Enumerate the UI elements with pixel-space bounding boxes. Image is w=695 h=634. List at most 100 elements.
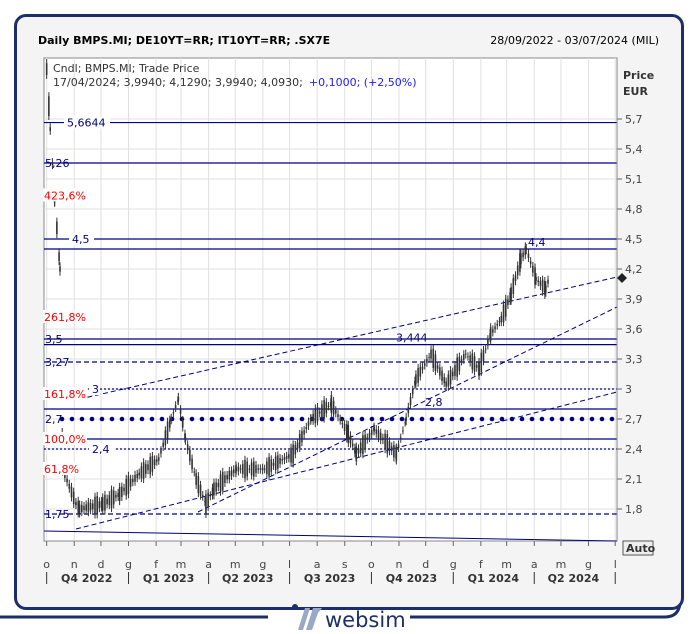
level-dot [589,416,595,422]
candle-body [373,426,375,432]
candle-body [512,278,515,295]
level-dot [399,416,405,422]
candle-body [529,261,532,264]
x-month-label: f [154,558,159,571]
level-dot [289,416,295,422]
candle-body [349,435,352,444]
candle-body [239,468,242,470]
level-label: 5,26 [45,157,70,170]
candle-body [443,377,446,384]
candle-body [83,506,85,511]
candle-body [390,446,393,452]
candle-body [261,467,264,471]
candle-body [156,459,158,462]
candle-body [235,467,237,471]
candle-body [66,478,68,483]
fib-label: 261,8% [44,311,86,324]
candle-body [532,265,534,273]
x-month-label: g [450,558,457,571]
y-tick-label: 5,7 [625,113,643,126]
candle-body [298,433,301,449]
candle-body [140,466,143,479]
label-bg [43,310,87,323]
candle-body [397,444,400,448]
level-dot [299,416,305,422]
candle-body [205,494,207,514]
candle-body [288,454,290,459]
candle-body [230,470,233,476]
x-month-label: m [501,558,512,571]
candle-body [292,444,294,464]
candle-body [504,298,507,317]
label-bg [43,462,87,475]
candle-body [377,429,380,439]
axis-title-price: Price [623,69,654,82]
candle-body [399,437,402,439]
candle-body [545,285,547,293]
level-dot [559,416,565,422]
candle-body [145,464,147,474]
level-dot [359,416,365,422]
candle-body [219,474,222,492]
candle-body [441,370,443,382]
level-dot [449,416,455,422]
level-dot [389,416,395,422]
candle-body [447,374,450,387]
level-dot [149,416,155,422]
candle-body [281,458,284,461]
candle-body [516,265,519,276]
candle-body [359,442,362,454]
candle-body [305,426,308,430]
candle-body [484,348,487,350]
candle-body [334,410,337,414]
candle-body [520,253,522,265]
auto-scale-button[interactable] [622,540,654,556]
candle-body [151,455,154,472]
candle-body [301,431,303,443]
level-dot [279,416,285,422]
candle-body [285,455,288,459]
candle-body [375,429,378,434]
candle-body [354,447,356,454]
level-label: 4,4 [528,236,546,249]
level-label: 3,5 [45,333,63,346]
level-dot [459,416,465,422]
candle-body [250,462,253,476]
candle-body [121,486,123,497]
candle-body [149,456,152,475]
level-dot [469,416,475,422]
candle-body [534,267,536,285]
x-quarter-label: Q4 2023 [386,572,437,585]
level-dot [489,416,495,422]
candle-body [51,162,54,166]
y-tick-label: 2,4 [625,443,643,456]
candle-body [59,266,61,272]
level-dot [579,416,585,422]
candle-body [439,367,441,376]
candle-body [168,419,171,428]
x-quarter-label: Q2 2023 [222,572,273,585]
x-month-label: m [176,558,187,571]
candle-body [379,432,382,441]
candle-body [514,275,517,282]
candle-body [263,468,266,470]
candle-body [327,405,330,407]
candle-body [172,412,175,414]
x-month-label: g [585,558,592,571]
x-month-label: l [288,558,291,571]
level-dot [199,416,205,422]
candle-body [129,478,132,487]
candle-body [257,468,259,470]
price-chart[interactable]: 5,6644 5,26 4,5 4,4 3,5 3,444 3,27 3 2,8 2,7 2,4 1,… [0,0,695,600]
candle-body [414,380,416,386]
candle-body [402,430,404,432]
candle-body [142,462,145,480]
level-dot [229,416,235,422]
candle-body [395,447,398,461]
x-month-label: d [97,558,104,571]
candle-body [96,495,98,515]
candle-body [108,495,111,506]
level-dot [479,416,485,422]
candle-body [462,354,465,360]
legend-ohlc: 17/04/2024; 3,9940; 4,1290; 3,9940; 4,09… [53,76,303,89]
